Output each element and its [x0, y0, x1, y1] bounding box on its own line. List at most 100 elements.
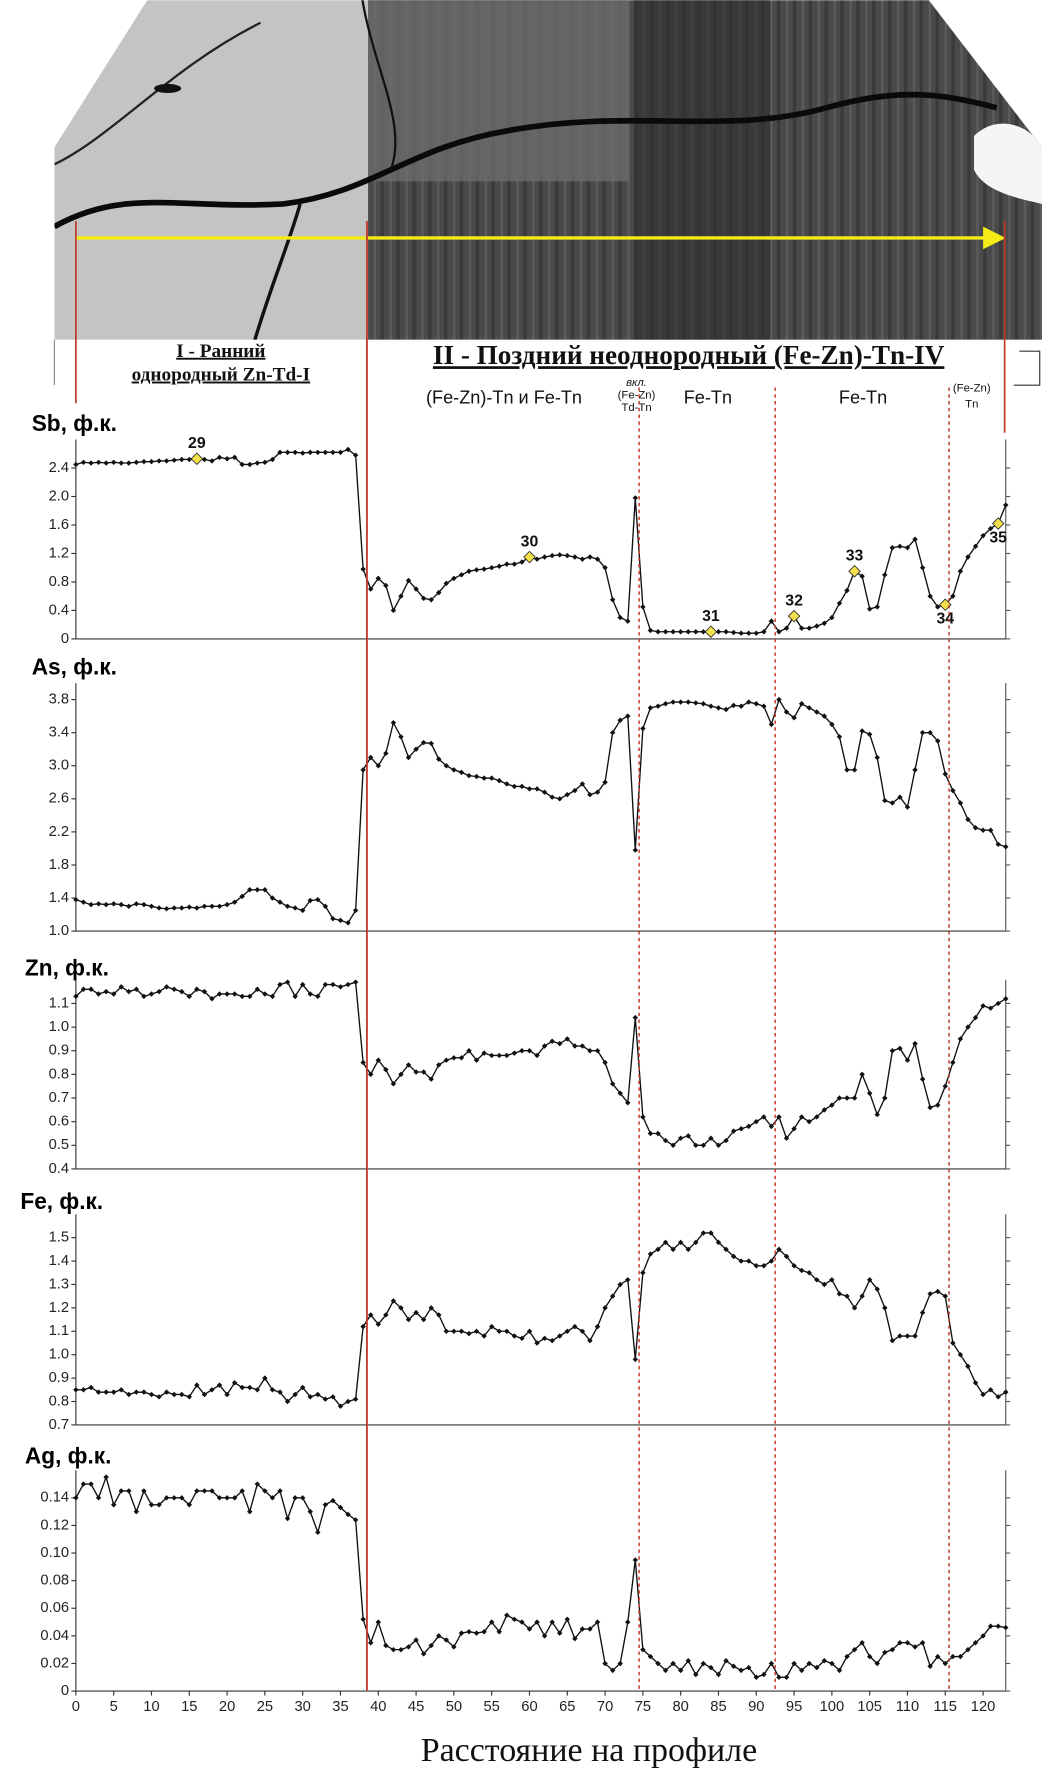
- data-point: [420, 1069, 427, 1075]
- data-point: [829, 1102, 835, 1108]
- data-point: [171, 457, 177, 463]
- data-point: [912, 767, 918, 773]
- data-point: [73, 1387, 79, 1393]
- annotated-point: [190, 452, 204, 466]
- data-point: [284, 979, 291, 985]
- x-tick-label: 25: [257, 1699, 273, 1715]
- data-point: [436, 1062, 442, 1068]
- x-tick-label: 0: [72, 1699, 80, 1715]
- data-point: [156, 905, 162, 911]
- data-point: [179, 988, 185, 995]
- data-point: [345, 1511, 351, 1518]
- data-point: [753, 701, 759, 707]
- x-tick-label: 70: [597, 1699, 613, 1715]
- data-point: [262, 887, 268, 893]
- data-point: [269, 456, 276, 463]
- data-point: [330, 449, 336, 456]
- y-tick-label: 1.2: [49, 1300, 69, 1316]
- data-point: [481, 1629, 487, 1635]
- data-point: [368, 586, 374, 592]
- data-point: [836, 1291, 843, 1297]
- stage-label: однородный Zn-Td-I: [132, 365, 310, 386]
- data-point: [632, 495, 639, 501]
- data-point: [730, 629, 737, 636]
- data-point: [368, 1312, 374, 1318]
- data-point: [307, 1394, 313, 1400]
- data-point: [934, 1102, 941, 1108]
- data-point: [473, 567, 480, 573]
- data-point: [723, 1657, 729, 1664]
- y-tick-label: 0.4: [49, 1161, 69, 1177]
- data-point: [247, 887, 253, 893]
- data-point: [420, 595, 427, 602]
- data-line: [75, 697, 1006, 924]
- data-point: [866, 731, 873, 738]
- data-point: [443, 1328, 450, 1335]
- data-point: [413, 1069, 419, 1075]
- data-point: [1003, 1624, 1009, 1631]
- data-point: [655, 703, 661, 709]
- data-point: [179, 905, 185, 911]
- y-tick-label: 1.4: [49, 1253, 69, 1269]
- data-point: [995, 1623, 1001, 1629]
- data-point: [436, 1312, 442, 1318]
- data-point: [640, 1646, 646, 1653]
- data-point: [927, 1291, 933, 1297]
- data-point: [662, 1137, 669, 1144]
- data-point: [254, 1387, 261, 1393]
- data-point: [806, 1270, 812, 1276]
- data-point: [148, 1391, 155, 1398]
- x-tick-label: 65: [559, 1699, 575, 1715]
- data-point: [980, 827, 986, 833]
- data-point: [541, 1043, 548, 1049]
- data-point: [640, 725, 646, 732]
- data-point: [912, 1644, 918, 1650]
- data-point: [564, 552, 570, 559]
- data-point: [587, 554, 593, 560]
- data-point: [904, 1333, 911, 1339]
- data-point: [1003, 502, 1009, 508]
- data-point: [133, 1508, 140, 1515]
- data-point: [73, 993, 79, 1000]
- bse-photo: [54, 0, 1042, 340]
- data-point: [927, 1104, 933, 1111]
- data-point: [579, 1328, 586, 1335]
- zone-label: Tn: [965, 398, 978, 410]
- data-point: [534, 556, 540, 562]
- data-point: [179, 456, 185, 463]
- data-point: [942, 1660, 948, 1667]
- data-point: [836, 1667, 843, 1674]
- data-point: [609, 1081, 616, 1087]
- data-point: [526, 1626, 533, 1632]
- data-point: [390, 1646, 397, 1653]
- data-point: [579, 556, 586, 562]
- data-point: [708, 703, 714, 709]
- annotated-point: [848, 564, 861, 578]
- data-point: [761, 703, 767, 709]
- data-point: [995, 1394, 1001, 1400]
- data-point: [715, 1671, 722, 1678]
- data-point: [231, 991, 238, 997]
- data-point: [541, 789, 548, 795]
- data-point: [821, 713, 828, 719]
- data-point: [481, 566, 487, 572]
- data-point: [254, 887, 261, 893]
- data-point: [768, 721, 775, 728]
- zone-label: Td-Tn: [621, 402, 651, 414]
- data-point: [602, 1660, 608, 1667]
- data-point: [390, 1298, 397, 1304]
- data-point: [436, 589, 442, 596]
- data-point: [458, 572, 465, 578]
- data-point: [156, 1502, 162, 1508]
- data-point: [534, 1619, 540, 1625]
- data-point: [768, 1123, 775, 1130]
- y-tick-label: 0.8: [49, 1393, 69, 1409]
- data-point: [761, 629, 767, 635]
- annotated-point: [991, 517, 1005, 530]
- data-point: [299, 1384, 306, 1391]
- data-point: [655, 1246, 661, 1253]
- y-tick-label: 0.9: [49, 1043, 69, 1059]
- data-point: [625, 1619, 631, 1625]
- data-point: [451, 575, 457, 582]
- data-point: [473, 1328, 480, 1335]
